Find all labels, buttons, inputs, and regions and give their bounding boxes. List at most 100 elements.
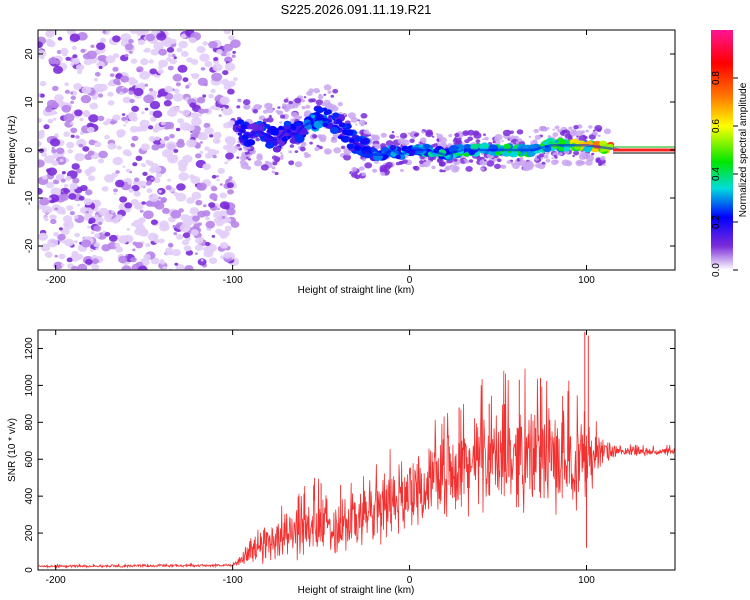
- noise-blob: [227, 189, 234, 195]
- noise-blob: [55, 175, 62, 181]
- spectral-blob: [280, 154, 284, 157]
- ridge-blob: [548, 141, 554, 145]
- noise-blob: [165, 141, 177, 151]
- colorbar-tick-label: 0.2: [711, 215, 722, 229]
- noise-blob: [93, 225, 102, 232]
- noise-blob: [121, 265, 132, 270]
- noise-blob: [189, 207, 199, 215]
- noise-blob: [168, 243, 174, 248]
- noise-blob: [45, 30, 55, 38]
- noise-blob: [219, 183, 223, 186]
- noise-blob: [66, 257, 73, 263]
- noise-blob: [181, 109, 191, 117]
- spectral-blob: [571, 129, 577, 134]
- spectral-blob: [306, 90, 313, 96]
- spectral-blob: [597, 134, 601, 137]
- noise-blob: [97, 93, 104, 98]
- spectral-blob: [294, 150, 299, 154]
- noise-blob: [40, 243, 51, 252]
- spectral-blob: [340, 145, 346, 150]
- spectral-blob: [247, 146, 251, 150]
- spectral-blob: [380, 171, 386, 176]
- spectral-blob: [573, 125, 579, 130]
- spectral-blob: [442, 169, 446, 173]
- noise-blob: [159, 220, 169, 229]
- noise-blob: [228, 176, 233, 180]
- ridge-blob: [503, 143, 511, 150]
- spectral-blob: [454, 132, 460, 138]
- ridge-blob: [337, 135, 343, 140]
- noise-blob: [119, 196, 128, 203]
- noise-blob: [216, 49, 223, 55]
- spectral-blob: [588, 125, 593, 129]
- noise-blob: [69, 121, 74, 125]
- ridge-blob: [318, 120, 324, 124]
- noise-blob: [97, 158, 105, 164]
- noise-blob: [143, 210, 154, 219]
- noise-blob: [219, 96, 230, 105]
- noise-blob: [110, 120, 116, 125]
- noise-blob: [148, 59, 154, 64]
- spectral-blob: [391, 131, 395, 134]
- noise-blob: [199, 133, 209, 141]
- noise-blob: [225, 136, 237, 146]
- noise-blob: [225, 152, 234, 160]
- noise-blob: [61, 239, 66, 244]
- noise-blob: [223, 252, 232, 259]
- noise-blob: [131, 79, 139, 85]
- spectral-blob: [303, 113, 309, 118]
- noise-blob: [143, 253, 151, 260]
- spectral-blob: [271, 166, 276, 170]
- y-tick-label: 0: [24, 567, 35, 573]
- x-tick-label: 0: [407, 275, 413, 286]
- noise-blob: [146, 181, 151, 186]
- colorbar-tick-label: 0.8: [711, 71, 722, 85]
- ridge-blob: [281, 136, 288, 142]
- spectral-blob: [364, 162, 373, 169]
- spectral-blob: [576, 135, 579, 138]
- noise-blob: [56, 147, 65, 154]
- noise-blob: [91, 264, 100, 270]
- noise-blob: [91, 258, 99, 264]
- noise-blob: [57, 233, 66, 241]
- spectral-blob: [332, 88, 339, 94]
- snr-series-line: [38, 368, 675, 569]
- spectral-blob: [276, 110, 283, 116]
- noise-blob: [226, 208, 236, 216]
- spectral-blob: [517, 138, 523, 142]
- noise-blob: [194, 244, 204, 251]
- noise-blob: [209, 193, 218, 200]
- noise-blob: [143, 94, 155, 104]
- spectral-blob: [515, 141, 520, 144]
- noise-blob: [157, 94, 162, 98]
- noise-blob: [38, 159, 45, 168]
- spectral-blob: [323, 93, 327, 96]
- noise-blob: [47, 118, 54, 124]
- noise-blob: [190, 176, 201, 185]
- noise-blob: [226, 182, 234, 189]
- noise-blob: [199, 150, 204, 155]
- noise-blob: [72, 54, 78, 59]
- noise-blob: [224, 104, 229, 109]
- noise-blob: [139, 209, 144, 213]
- y-tick-label: -20: [24, 238, 35, 253]
- noise-blob: [38, 232, 48, 241]
- noise-blob: [208, 257, 218, 265]
- noise-blob: [133, 190, 141, 197]
- ridge-blob: [272, 146, 282, 153]
- ridge-blob: [332, 112, 340, 118]
- spectral-blob: [256, 155, 263, 161]
- noise-blob: [58, 227, 63, 231]
- noise-blob: [199, 141, 203, 144]
- noise-blob: [173, 232, 178, 236]
- y-tick-label: 20: [24, 48, 35, 60]
- spectral-blob: [253, 104, 262, 111]
- noise-blob: [160, 139, 166, 144]
- noise-blob: [190, 229, 199, 236]
- spectral-blob: [351, 172, 358, 178]
- noise-blob: [60, 47, 69, 55]
- noise-blob: [177, 138, 185, 145]
- noise-blob: [120, 75, 129, 83]
- spectral-blob: [431, 135, 435, 138]
- noise-blob: [169, 38, 177, 45]
